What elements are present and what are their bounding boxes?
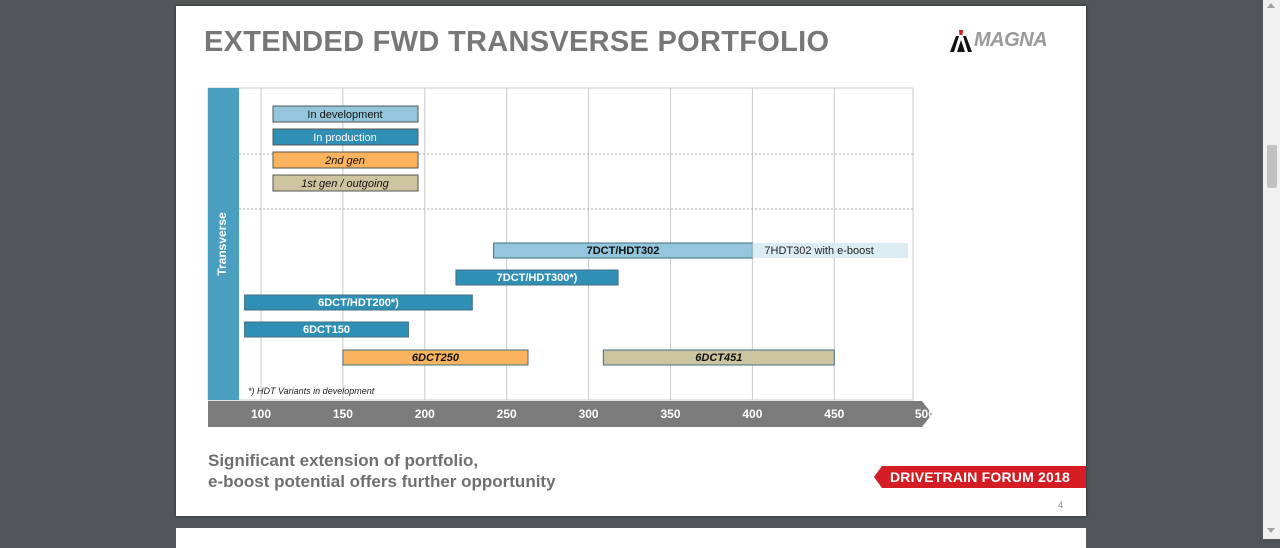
- legend-label: 2nd gen: [324, 155, 365, 167]
- scroll-down-arrow-icon[interactable]: [1267, 528, 1275, 533]
- product-label: 6DCT451: [695, 352, 742, 364]
- magna-logo: MAGNA: [950, 28, 1048, 52]
- scroll-up-arrow-icon[interactable]: [1267, 3, 1275, 8]
- legend-swatch: [272, 105, 419, 123]
- product-bar: [244, 321, 409, 338]
- conclusion-line-1: Significant extension of portfolio,: [208, 451, 479, 470]
- product-bar: [752, 243, 909, 258]
- forum-label: DRIVETRAIN FORUM 2018: [890, 469, 1071, 485]
- product-bar: [342, 349, 529, 366]
- legend-swatch: [272, 128, 419, 146]
- magna-logo-text: MAGNA: [974, 28, 1048, 51]
- vertical-scrollbar[interactable]: [1263, 0, 1280, 539]
- page-number: 4: [1058, 500, 1064, 510]
- x-tick-label: 500 Nm: [915, 407, 958, 421]
- product-bar: [455, 269, 619, 286]
- conclusion-line-2: e-boost potential offers further opportu…: [208, 472, 556, 491]
- legend-label: 1st gen / outgoing: [301, 178, 389, 190]
- x-tick-label: 150: [333, 407, 353, 421]
- product-bar: [602, 349, 835, 366]
- product-label: 7HDT302 with e-boost: [764, 245, 873, 257]
- legend-swatch: [272, 174, 419, 192]
- x-tick-label: 300: [579, 407, 599, 421]
- product-label: 6DCT150: [303, 324, 350, 336]
- forum-banner: [874, 466, 1086, 488]
- x-axis-band: [208, 401, 932, 427]
- slide: EXTENDED FWD TRANSVERSE PORTFOLIO MAGNA …: [176, 6, 1086, 516]
- product-label: 6DCT/HDT200*): [318, 297, 399, 309]
- x-tick-label: 250: [497, 407, 517, 421]
- x-tick-label: 200: [415, 407, 435, 421]
- legend-label: In production: [313, 132, 377, 144]
- product-bar: [244, 294, 473, 311]
- transverse-band-label: Transverse: [215, 212, 229, 276]
- transverse-band: [208, 88, 239, 400]
- x-tick-label: 100: [251, 407, 271, 421]
- product-label: 6DCT250: [412, 352, 460, 364]
- legend-label: In development: [307, 109, 382, 121]
- portfolio-chart: Transverse In development In production 2n…: [207, 87, 958, 427]
- chart-footnote: *) HDT Variants in development: [248, 386, 375, 396]
- x-tick-label: 450: [824, 407, 844, 421]
- product-label: 7DCT/HDT300*): [497, 272, 578, 284]
- x-tick-label: 350: [660, 407, 680, 421]
- scrollbar-thumb[interactable]: [1267, 145, 1277, 188]
- slide-title: EXTENDED FWD TRANSVERSE PORTFOLIO: [204, 26, 830, 58]
- legend-swatch: [272, 151, 419, 169]
- next-slide-edge: [176, 528, 1086, 548]
- x-tick-label: 400: [742, 407, 762, 421]
- conclusion-text: Significant extension of portfolio, e-bo…: [208, 450, 556, 492]
- magna-logo-icon: [950, 30, 972, 52]
- product-label: 7DCT/HDT302: [587, 245, 660, 257]
